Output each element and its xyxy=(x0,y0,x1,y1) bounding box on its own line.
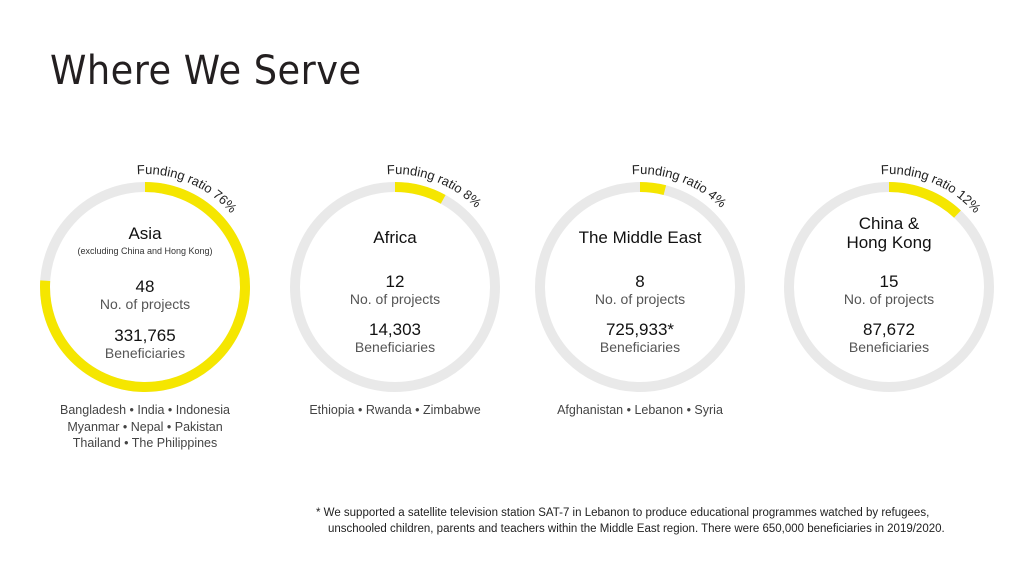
projects-count: 8 xyxy=(635,272,645,291)
projects-count: 12 xyxy=(385,272,405,291)
beneficiaries-label: Beneficiaries xyxy=(104,345,186,361)
funding-arc xyxy=(888,182,961,218)
page-title: Where We Serve xyxy=(50,48,362,94)
projects-label: No. of projects xyxy=(594,291,686,307)
country-line: Afghanistan • Lebanon • Syria xyxy=(557,403,723,417)
funding-arc xyxy=(40,182,250,392)
beneficiaries-label: Beneficiaries xyxy=(848,339,930,355)
beneficiaries-count: 14,303 xyxy=(369,320,421,339)
region-panel-africa: Funding ratio 8% Africa 12 No. of projec… xyxy=(270,150,520,450)
beneficiaries-label: Beneficiaries xyxy=(599,339,681,355)
footnote-line: * We supported a satellite television st… xyxy=(316,507,930,519)
country-line: Myanmar • Nepal • Pakistan xyxy=(67,419,223,434)
footnote-line: unschooled children, parents and teacher… xyxy=(328,523,945,535)
footnote: * We supported a satellite television st… xyxy=(316,505,945,537)
funding-ring-china-hong-kong: Funding ratio 12% xyxy=(784,162,994,392)
projects-label: No. of projects xyxy=(843,291,935,307)
country-list-africa: Ethiopia • Rwanda • Zimbabwe xyxy=(270,402,520,419)
beneficiaries-count: 725,933* xyxy=(605,320,675,339)
projects-label: No. of projects xyxy=(349,291,441,307)
country-line: Bangladesh • India • Indonesia xyxy=(60,403,230,417)
region-name: Africa xyxy=(373,228,417,247)
projects-count: 48 xyxy=(135,277,155,296)
region-name: The Middle East xyxy=(578,228,702,247)
projects-count: 15 xyxy=(879,272,899,291)
region-name: China & Hong Kong xyxy=(846,214,932,252)
country-list-asia: Bangladesh • India • Indonesia Myanmar •… xyxy=(20,402,270,452)
funding-ring-asia: Funding ratio 76% xyxy=(40,162,250,392)
region-subtitle: (excluding China and Hong Kong) xyxy=(77,246,213,256)
country-list-middle-east: Afghanistan • Lebanon • Syria xyxy=(515,402,765,419)
projects-label: No. of projects xyxy=(99,296,191,312)
beneficiaries-label: Beneficiaries xyxy=(354,339,436,355)
region-panel-middle-east: Funding ratio 4% The Middle East 8 No. o… xyxy=(515,150,765,450)
funding-ring-middle-east: Funding ratio 4% xyxy=(535,162,745,392)
funding-ring-africa: Funding ratio 8% xyxy=(290,162,500,392)
country-line: Thailand • The Philippines xyxy=(72,436,218,450)
beneficiaries-count: 331,765 xyxy=(114,326,176,345)
region-panel-china-hong-kong: Funding ratio 12% China & Hong Kong 15 N… xyxy=(764,150,1014,450)
region-panel-asia: Funding ratio 76% Asia (excluding China … xyxy=(20,150,270,450)
region-name: Asia xyxy=(128,224,162,243)
funding-arc xyxy=(639,182,667,196)
funding-arc xyxy=(394,182,446,204)
beneficiaries-count: 87,672 xyxy=(863,320,915,339)
country-line: Ethiopia • Rwanda • Zimbabwe xyxy=(309,403,481,417)
